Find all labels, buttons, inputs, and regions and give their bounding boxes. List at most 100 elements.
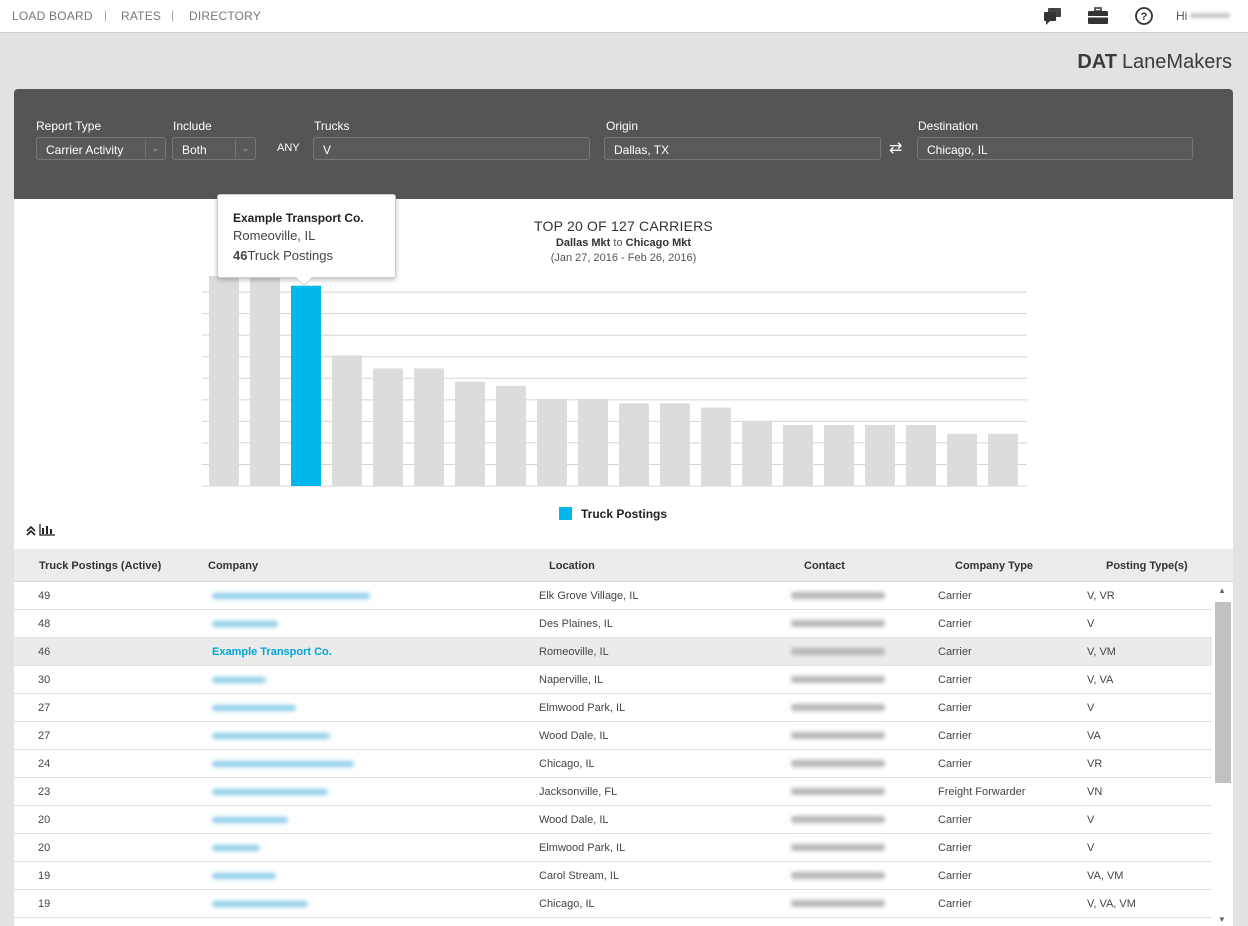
- briefcase-icon[interactable]: [1087, 6, 1109, 26]
- chart-bar[interactable]: [496, 385, 526, 486]
- any-label: ANY: [277, 142, 300, 154]
- table-row[interactable]: 19 Chicago, IL Carrier V, VA, VM: [14, 890, 1212, 918]
- cell-company-link[interactable]: Example Transport Co.: [212, 646, 332, 658]
- company-link-redacted[interactable]: [212, 621, 278, 627]
- chart-bar[interactable]: [701, 407, 731, 486]
- col-contact[interactable]: Contact: [804, 560, 845, 572]
- table-row[interactable]: 30 Naperville, IL Carrier V, VA: [14, 666, 1212, 694]
- include-select[interactable]: Both ⌄: [172, 137, 256, 160]
- chart-bar[interactable]: [250, 277, 280, 486]
- chart-bar[interactable]: [865, 425, 895, 486]
- table-row[interactable]: 19 Carol Stream, IL Carrier VA, VM: [14, 862, 1212, 890]
- username-redacted[interactable]: [1190, 13, 1230, 18]
- tooltip-location: Romeoville, IL: [233, 228, 316, 243]
- cell-location: Chicago, IL: [539, 758, 595, 770]
- contact-redacted: [791, 900, 885, 907]
- company-link-redacted[interactable]: [212, 593, 370, 599]
- company-link-redacted[interactable]: [212, 789, 328, 795]
- company-link-redacted[interactable]: [212, 901, 308, 907]
- company-link-redacted[interactable]: [212, 873, 276, 879]
- cell-posting-types: V: [1087, 814, 1095, 826]
- report-type-value: Carrier Activity: [46, 143, 124, 157]
- cell-company-type: Carrier: [938, 870, 972, 882]
- bar-chart-icon[interactable]: [39, 524, 56, 539]
- contact-redacted: [791, 704, 885, 711]
- chart-bar[interactable]: [455, 381, 485, 487]
- report-card: Report Type Carrier Activity ⌄ Include B…: [14, 89, 1233, 926]
- destination-label: Destination: [918, 119, 979, 133]
- table-row[interactable]: 27 Elmwood Park, IL Carrier V: [14, 694, 1212, 722]
- chart-bar[interactable]: [578, 398, 608, 486]
- contact-redacted: [791, 788, 885, 795]
- chart-bar[interactable]: [332, 355, 362, 486]
- nav-rates[interactable]: RATES: [121, 9, 162, 23]
- chart-bar[interactable]: [906, 425, 936, 486]
- include-value: Both: [182, 143, 207, 157]
- chart-bar[interactable]: [537, 398, 567, 486]
- help-icon[interactable]: ?: [1133, 6, 1155, 26]
- chat-icon[interactable]: [1042, 6, 1064, 26]
- cell-count: 19: [38, 870, 51, 882]
- col-location[interactable]: Location: [549, 560, 595, 572]
- nav-directory[interactable]: DIRECTORY: [189, 9, 262, 23]
- nav-separator: |: [104, 8, 108, 22]
- trucks-input[interactable]: V: [313, 137, 590, 160]
- destination-input[interactable]: Chicago, IL: [917, 137, 1193, 160]
- cell-posting-types: VR: [1087, 758, 1103, 770]
- cell-location: Jacksonville, FL: [539, 786, 618, 798]
- origin-label: Origin: [606, 119, 639, 133]
- table-row[interactable]: 27 Wood Dale, IL Carrier VA: [14, 722, 1212, 750]
- company-link-redacted[interactable]: [212, 761, 354, 767]
- table-row[interactable]: 24 Chicago, IL Carrier VR: [14, 750, 1212, 778]
- scrollbar-thumb[interactable]: [1215, 602, 1231, 783]
- chart-bar[interactable]: [824, 425, 854, 486]
- scroll-down-icon[interactable]: ▼: [1218, 915, 1226, 924]
- company-link-redacted[interactable]: [212, 733, 330, 739]
- contact-redacted: [791, 844, 885, 851]
- company-link-redacted[interactable]: [212, 677, 266, 683]
- cell-count: 20: [38, 814, 51, 826]
- chart-bar[interactable]: [783, 425, 813, 486]
- table-row[interactable]: 20 Wood Dale, IL Carrier V: [14, 806, 1212, 834]
- cell-location: Elk Grove Village, IL: [539, 590, 639, 602]
- cell-location: Naperville, IL: [539, 674, 604, 686]
- chart-bar[interactable]: [291, 285, 321, 486]
- chart-bar[interactable]: [947, 433, 977, 486]
- chart-bar[interactable]: [742, 420, 772, 486]
- col-company[interactable]: Company: [208, 560, 259, 572]
- cell-count: 23: [38, 786, 51, 798]
- cell-posting-types: V: [1087, 702, 1095, 714]
- chevron-down-icon: ⌄: [235, 140, 255, 157]
- scroll-up-icon[interactable]: ▲: [1218, 586, 1226, 595]
- cell-location: Carol Stream, IL: [539, 870, 620, 882]
- collapse-icon[interactable]: [26, 525, 39, 539]
- report-type-select[interactable]: Carrier Activity ⌄: [36, 137, 166, 160]
- nav-load-board[interactable]: LOAD BOARD: [12, 9, 93, 23]
- chart-legend[interactable]: Truck Postings: [559, 507, 667, 521]
- chart-bar[interactable]: [988, 433, 1018, 486]
- cell-location: Wood Dale, IL: [539, 730, 609, 742]
- col-truck-postings[interactable]: Truck Postings (Active): [39, 560, 162, 572]
- table-row[interactable]: 23 Jacksonville, FL Freight Forwarder VN: [14, 778, 1212, 806]
- chart-bar[interactable]: [619, 403, 649, 486]
- table-row[interactable]: 20 Elmwood Park, IL Carrier V: [14, 834, 1212, 862]
- col-posting-types[interactable]: Posting Type(s): [1106, 560, 1188, 572]
- chart-bar[interactable]: [660, 403, 690, 486]
- origin-input[interactable]: Dallas, TX: [604, 137, 881, 160]
- table-row[interactable]: 49 Elk Grove Village, IL Carrier V, VR: [14, 582, 1212, 610]
- col-company-type[interactable]: Company Type: [955, 560, 1034, 572]
- table-scrollbar[interactable]: ▲ ▼: [1214, 584, 1231, 926]
- include-label: Include: [173, 119, 212, 133]
- company-link-redacted[interactable]: [212, 817, 288, 823]
- chart-bar[interactable]: [209, 276, 239, 486]
- cell-company-type: Carrier: [938, 590, 972, 602]
- company-link-redacted[interactable]: [212, 705, 296, 711]
- company-link-redacted[interactable]: [212, 845, 260, 851]
- contact-redacted: [791, 592, 885, 599]
- table-row[interactable]: 48 Des Plaines, IL Carrier V: [14, 610, 1212, 638]
- chart-bar[interactable]: [373, 368, 403, 486]
- chart-bar[interactable]: [414, 368, 444, 486]
- chart-toggle[interactable]: [26, 524, 56, 539]
- swap-icon[interactable]: ⇄: [889, 140, 903, 157]
- table-row[interactable]: 46 Example Transport Co. Romeoville, IL Car…: [14, 638, 1212, 666]
